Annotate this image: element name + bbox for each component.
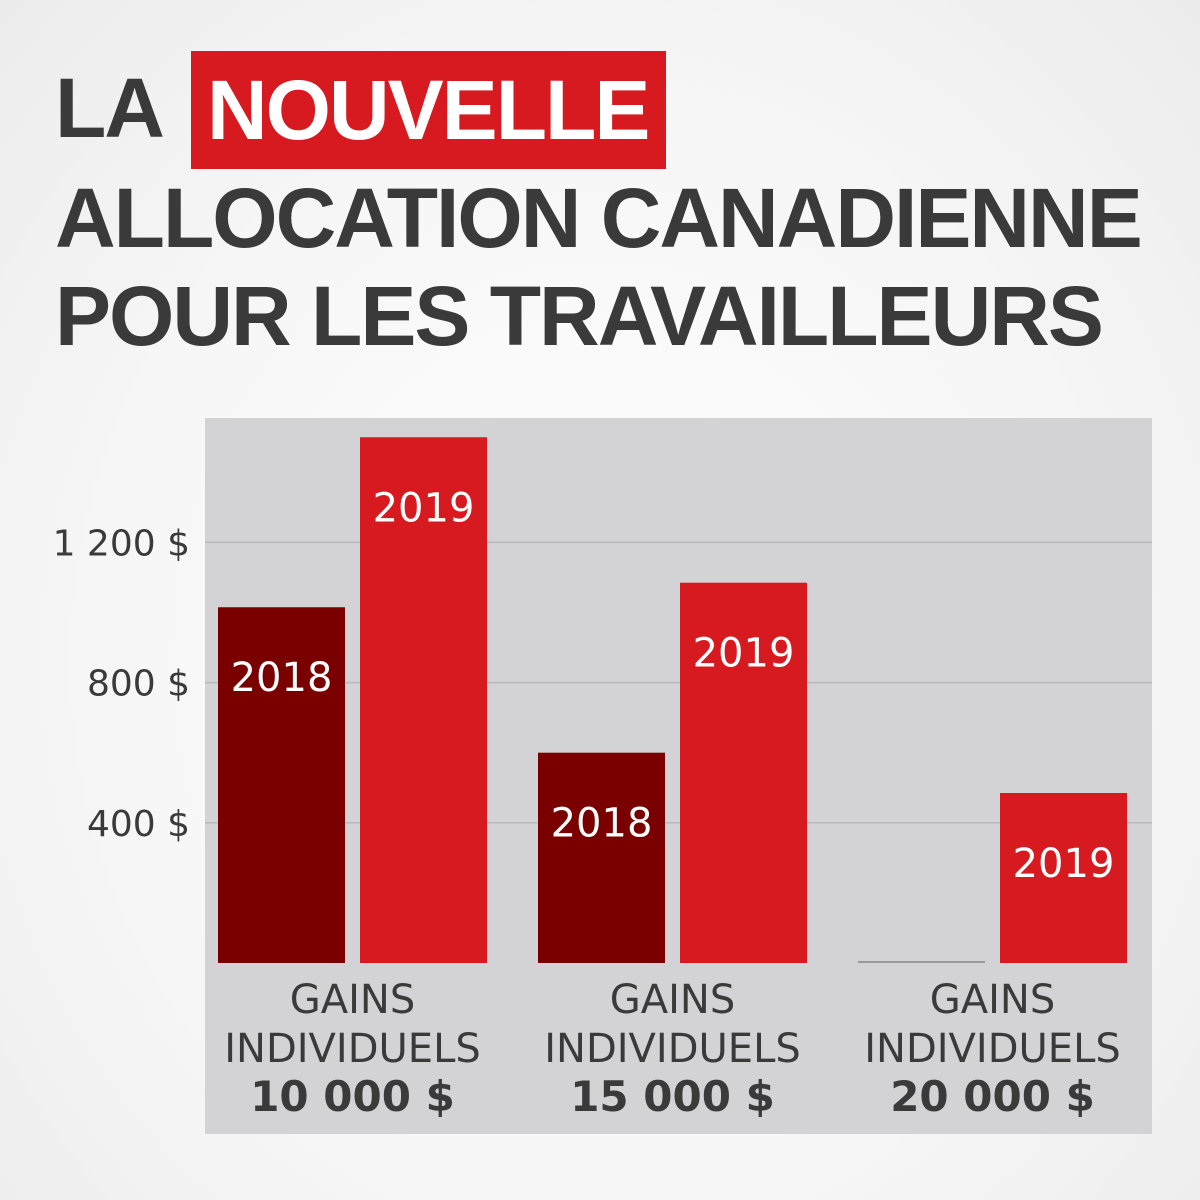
bar-2019-3 — [1000, 793, 1127, 963]
title-line-3: POUR LES TRAVAILLEURS — [55, 269, 1104, 363]
bar-label-2018-2: 2018 — [551, 801, 653, 847]
bar-2018-2 — [538, 752, 665, 963]
category-label-gains-2: GAINS — [610, 977, 735, 1023]
bar-2019-1 — [360, 437, 487, 963]
title-word-la: LA — [55, 61, 165, 155]
category-value-3: 20 000 $ — [890, 1072, 1095, 1121]
bar-label-2019-1: 2019 — [373, 485, 475, 531]
category-label-individuels-3: INDIVIDUELS — [864, 1026, 1121, 1072]
category-label-gains-1: GAINS — [290, 977, 415, 1023]
bar-2018-1 — [218, 607, 345, 963]
category-label-individuels-1: INDIVIDUELS — [224, 1026, 481, 1072]
category-label-individuels-2: INDIVIDUELS — [544, 1026, 801, 1072]
chart-title: LA NOUVELLE ALLOCATION CANADIENNE POUR L… — [55, 51, 1175, 364]
category-value-1: 10 000 $ — [250, 1072, 455, 1121]
category-value-2: 15 000 $ — [570, 1072, 775, 1121]
bar-2019-2 — [680, 582, 807, 963]
bar-label-2019-3: 2019 — [1013, 841, 1115, 887]
bar-label-2018-1: 2018 — [231, 655, 333, 701]
y-tick-label-1200: 1 200 $ — [53, 523, 190, 564]
title-line-1: LA NOUVELLE — [55, 51, 1175, 169]
category-label-gains-3: GAINS — [930, 977, 1055, 1023]
title-line-2: ALLOCATION CANADIENNE — [55, 171, 1143, 265]
bar-2018-3-baseline — [858, 961, 985, 963]
title-highlight-nouvelle: NOUVELLE — [190, 51, 667, 169]
y-tick-label-400: 400 $ — [87, 804, 190, 845]
bar-label-2019-2: 2019 — [693, 631, 795, 677]
y-tick-label-800: 800 $ — [87, 664, 190, 705]
